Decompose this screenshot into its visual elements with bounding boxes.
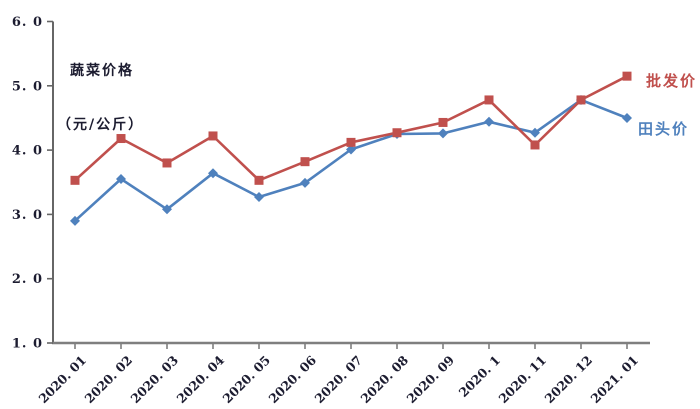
x-tick-label: 2020. 04 — [173, 352, 227, 406]
x-tick-label: 2020. 08 — [357, 352, 411, 406]
wholesale-point-marker — [392, 128, 402, 138]
chart-title-line1: 蔬菜价格 — [70, 63, 134, 79]
wholesale-point-marker — [162, 158, 172, 168]
farmgate-point-marker — [116, 174, 126, 185]
farmgate-point-marker — [346, 144, 356, 155]
wholesale-point-marker — [438, 117, 448, 127]
legend-farmgate-price: 田头价 — [638, 120, 690, 138]
farmgate-point-marker — [530, 127, 540, 138]
wholesale-point-marker — [530, 140, 540, 150]
x-tick-label: 2020. 05 — [219, 353, 273, 407]
wholesale-point-marker — [346, 137, 356, 147]
farmgate-point-marker — [208, 168, 218, 179]
y-tick-label: 4. 0 — [12, 144, 43, 159]
y-tick-label: 1. 0 — [12, 337, 43, 352]
x-tick-label: 2021. 01 — [587, 353, 641, 407]
wholesale-point-marker — [254, 175, 264, 185]
wholesale-price-line — [73, 74, 629, 182]
x-tick-label: 2020. 01 — [35, 353, 89, 407]
x-tick-label: 2020. 12 — [541, 353, 595, 407]
x-tick-label: 2020. 1 — [456, 353, 504, 401]
farmgate-point-marker — [70, 215, 80, 226]
y-tick-label: 3. 0 — [12, 208, 43, 223]
wholesale-point-marker — [208, 131, 218, 141]
x-tick-label: 2020. 07 — [311, 353, 365, 407]
chart-title: 蔬菜价格 （元/公斤） — [57, 26, 144, 170]
wholesale-point-marker — [70, 175, 80, 185]
y-tick-label: 5. 0 — [12, 79, 43, 94]
wholesale-point-marker — [622, 71, 632, 81]
wholesale-point-marker — [576, 95, 586, 105]
legend-wholesale-price: 批发价 — [646, 72, 698, 90]
farmgate-point-marker — [254, 192, 264, 203]
x-tick-label: 2020. 02 — [81, 353, 135, 407]
y-tick-label: 2. 0 — [12, 272, 43, 287]
x-tick-label: 2020. 03 — [127, 353, 181, 407]
y-tick-label: 6. 0 — [12, 15, 43, 30]
x-tick-label: 2020. 11 — [495, 353, 549, 407]
farmgate-point-marker — [162, 204, 172, 215]
chart-title-line2: （元/公斤） — [57, 117, 145, 133]
x-tick-label: 2020. 06 — [265, 352, 319, 406]
wholesale-point-marker — [300, 157, 310, 167]
wholesale-point-marker — [116, 134, 126, 144]
farmgate-price-line — [73, 98, 629, 223]
x-tick-label: 2020. 09 — [403, 353, 457, 407]
wholesale-point-marker — [484, 95, 494, 105]
farmgate-point-marker — [300, 177, 310, 188]
farmgate-point-marker — [484, 116, 494, 127]
farmgate-point-marker — [438, 128, 448, 139]
farmgate-point-marker — [622, 112, 632, 123]
